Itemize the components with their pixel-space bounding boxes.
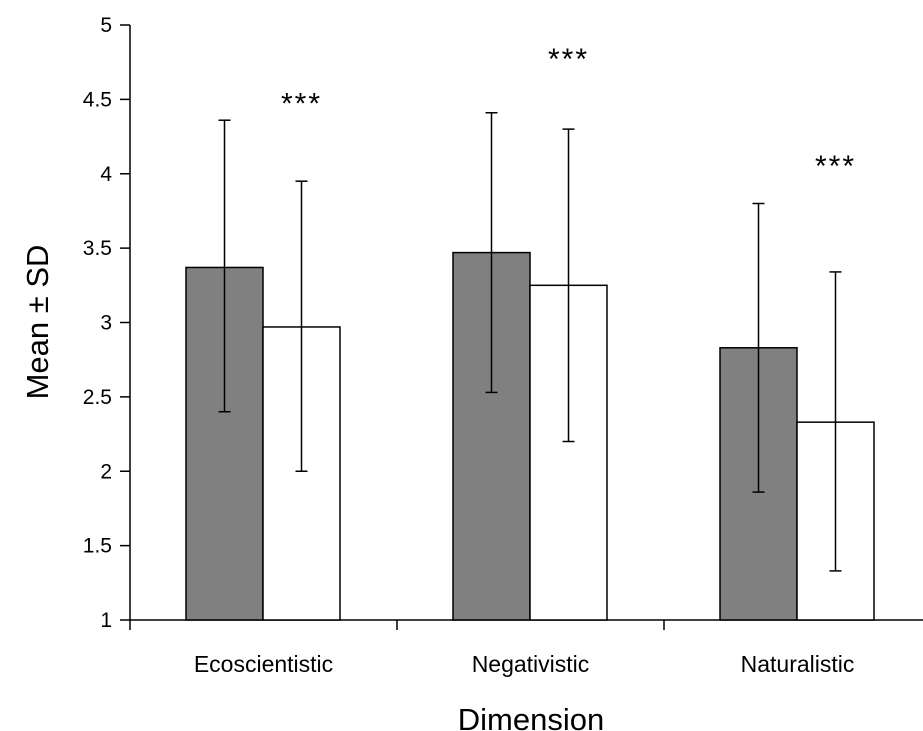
- y-axis: 1 1.5 2 2.5 3 3.5 4 4.5 5: [83, 14, 131, 632]
- x-category-label: Ecoscientistic: [194, 651, 333, 677]
- x-axis: Ecoscientistic Negativistic Naturalistic: [129, 619, 923, 677]
- y-tick-label: 5: [100, 14, 112, 37]
- significance-label: ***: [548, 43, 589, 76]
- x-category-label: Negativistic: [472, 651, 590, 677]
- y-tick-label: 1: [100, 609, 112, 632]
- y-tick-label: 4: [100, 163, 112, 186]
- y-tick-label: 2.5: [83, 386, 112, 409]
- y-tick-label: 1.5: [83, 535, 112, 558]
- y-tick-label: 3: [100, 312, 112, 335]
- y-tick-label: 3.5: [83, 237, 112, 260]
- annotations: *** *** ***: [281, 43, 856, 183]
- significance-label: ***: [815, 150, 856, 183]
- significance-label: ***: [281, 87, 322, 120]
- x-axis-title: Dimension: [458, 702, 604, 731]
- y-axis-title: Mean ± SD: [20, 245, 55, 400]
- bars: [185, 251, 875, 621]
- x-category-label: Naturalistic: [741, 651, 855, 677]
- y-tick-label: 2: [100, 460, 112, 483]
- y-tick-label: 4.5: [83, 88, 112, 111]
- error-bars: [218, 112, 842, 572]
